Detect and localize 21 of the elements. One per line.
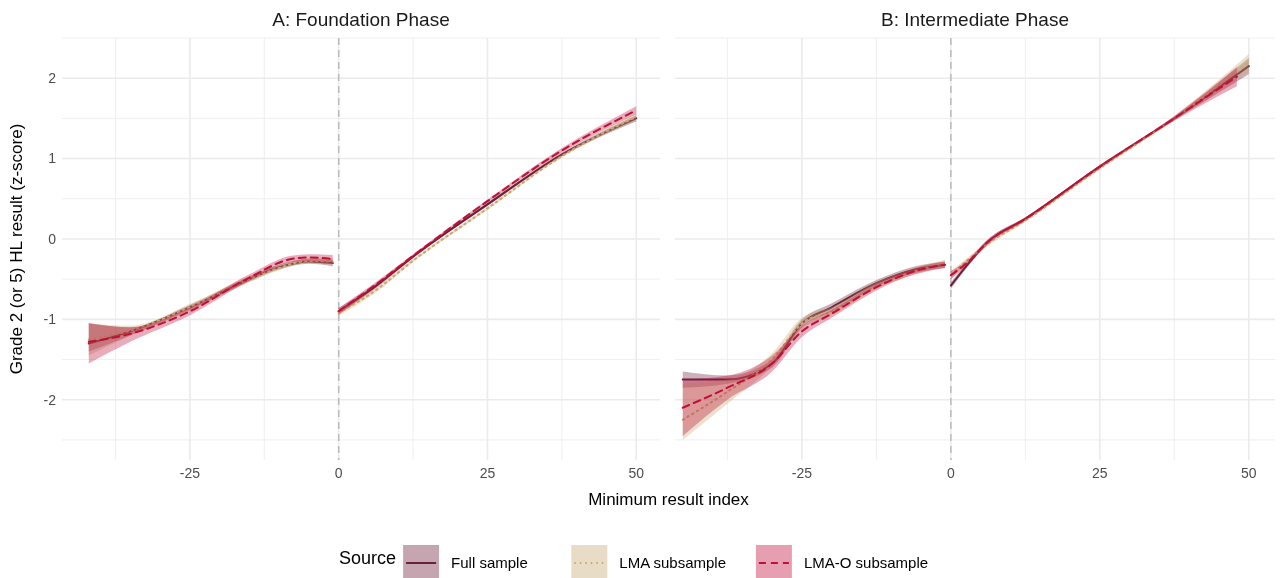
x-tick-label: -25 (179, 465, 201, 481)
legend-label: Full sample (451, 554, 528, 571)
legend-label: LMA-O subsample (803, 554, 929, 571)
y-tick-label: -1 (43, 311, 57, 328)
y-axis-title: Grade 2 (or 5) HL result (z-score) (7, 123, 26, 375)
y-tick-label: -2 (43, 391, 57, 408)
chart-title: A: Foundation Phase (272, 9, 450, 30)
x-tick-label: 25 (479, 465, 496, 481)
y-tick-label: 0 (48, 230, 57, 247)
chart-title: B: Intermediate Phase (881, 9, 1069, 30)
y-tick-label: 2 (48, 70, 57, 87)
x-tick-label: 0 (334, 465, 343, 481)
x-tick-label: 0 (946, 465, 955, 481)
x-axis-title: Minimum result index (588, 490, 750, 509)
legend-label: LMA subsample (619, 554, 727, 571)
y-tick-label: 1 (48, 150, 57, 167)
x-tick-label: 50 (628, 465, 645, 481)
x-tick-label: 25 (1092, 465, 1108, 481)
x-tick-label: -25 (791, 465, 813, 481)
legend-title: Source (339, 548, 397, 568)
x-tick-label: 50 (1240, 465, 1257, 481)
